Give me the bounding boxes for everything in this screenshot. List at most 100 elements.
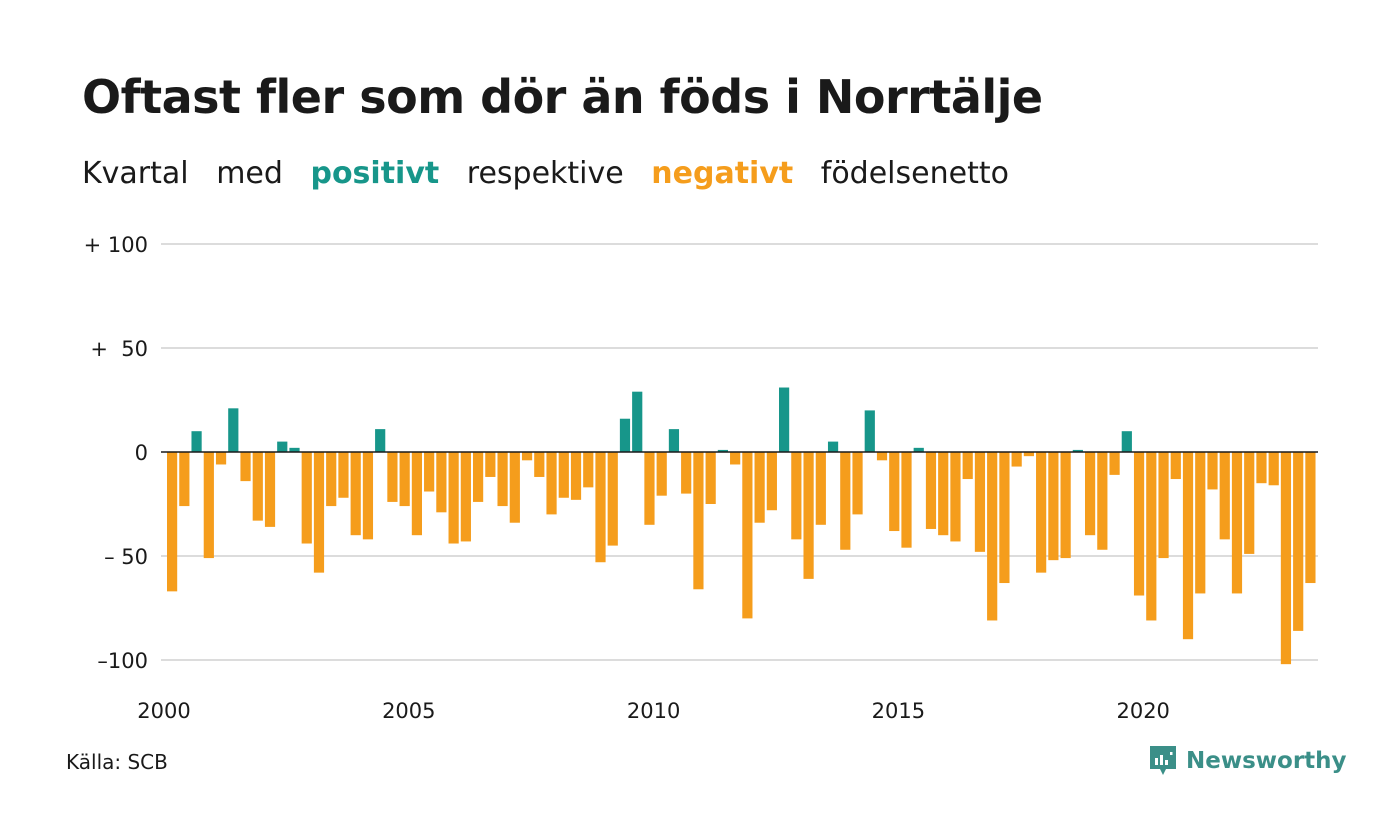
bar-positive bbox=[864, 410, 875, 452]
bar-negative bbox=[570, 452, 582, 500]
bar-negative bbox=[338, 452, 349, 498]
newsworthy-logo-icon bbox=[1150, 746, 1176, 775]
bar-negative bbox=[485, 452, 496, 477]
bar-positive bbox=[228, 408, 239, 452]
chart-subtitle: Kvartal med positivt respektive negativt… bbox=[82, 156, 1027, 191]
bar-negative bbox=[1195, 452, 1206, 594]
bar-negative bbox=[1085, 452, 1096, 536]
bar-negative bbox=[987, 452, 998, 621]
bar-negative bbox=[889, 452, 900, 532]
bar-negative bbox=[546, 452, 557, 515]
x-tick-label: 2000 bbox=[137, 699, 190, 723]
y-tick-label: 0 bbox=[135, 441, 148, 465]
bar-negative bbox=[791, 452, 802, 540]
bar-negative bbox=[974, 452, 986, 552]
y-tick-label: –100 bbox=[97, 649, 148, 673]
bar-positive bbox=[668, 429, 680, 452]
bar-negative bbox=[962, 452, 973, 480]
bar-negative bbox=[681, 452, 692, 494]
bar-negative bbox=[1268, 452, 1279, 486]
x-tick-label: 2010 bbox=[627, 699, 680, 723]
y-tick-label: – 50 bbox=[104, 545, 148, 569]
bar-negative bbox=[264, 452, 276, 527]
bar-negative bbox=[240, 452, 251, 482]
bar-negative bbox=[1305, 452, 1316, 584]
x-tick-label: 2005 bbox=[382, 699, 435, 723]
bar-positive bbox=[375, 429, 386, 452]
bar-negative bbox=[460, 452, 471, 542]
y-tick-label: + 100 bbox=[84, 233, 148, 257]
bar-negative bbox=[473, 452, 484, 502]
bar-negative bbox=[534, 452, 545, 477]
bar-negative bbox=[705, 452, 716, 504]
source-note: Källa: SCB bbox=[66, 750, 168, 774]
subtitle-positive-label: positivt bbox=[310, 156, 440, 191]
bar-negative bbox=[656, 452, 667, 496]
bar-negative bbox=[950, 452, 961, 542]
bar-negative bbox=[301, 452, 312, 544]
newsworthy-logo: Newsworthy bbox=[1148, 744, 1347, 778]
bar-negative bbox=[1280, 452, 1292, 665]
bar-negative bbox=[399, 452, 410, 507]
bar-negative bbox=[803, 452, 814, 579]
bar-negative bbox=[766, 452, 777, 511]
subtitle-word-respektive: respektive bbox=[466, 156, 624, 191]
bar-negative bbox=[362, 452, 374, 540]
bar-negative bbox=[448, 452, 459, 544]
bar-negative bbox=[1060, 452, 1071, 559]
bar-negative bbox=[1023, 452, 1034, 457]
bar-negative bbox=[754, 452, 765, 523]
bar-negative bbox=[326, 452, 337, 507]
bar-negative bbox=[1048, 452, 1059, 561]
bar-negative bbox=[179, 452, 190, 507]
subtitle-word-fodelsenetto: födelsenetto bbox=[820, 156, 1009, 191]
bar-negative bbox=[1170, 452, 1181, 480]
y-tick-label: + 50 bbox=[90, 337, 148, 361]
bar-negative bbox=[1219, 452, 1230, 540]
bar-negative bbox=[730, 452, 741, 465]
bar-negative bbox=[1109, 452, 1120, 475]
chart-title: Oftast fler som dör än föds i Norrtälje bbox=[82, 70, 1043, 124]
bar-positive bbox=[191, 431, 202, 452]
bar-negative bbox=[1011, 452, 1022, 467]
bar-negative bbox=[901, 452, 912, 548]
subtitle-negative-label: negativt bbox=[651, 156, 794, 191]
bar-negative bbox=[1158, 452, 1169, 559]
bar-negative bbox=[583, 452, 594, 488]
bar-negative bbox=[925, 452, 937, 529]
bar-negative bbox=[644, 452, 655, 525]
bar-negative bbox=[558, 452, 569, 498]
bar-negative bbox=[1293, 452, 1304, 631]
bar-negative bbox=[411, 452, 422, 536]
bar-negative bbox=[1256, 452, 1267, 484]
subtitle-word-kvartal: Kvartal bbox=[82, 156, 189, 191]
bar-negative bbox=[815, 452, 826, 525]
bar-negative bbox=[1146, 452, 1157, 621]
bar-negative bbox=[938, 452, 949, 536]
bar-positive bbox=[1121, 431, 1132, 452]
newsworthy-logo-text: Newsworthy bbox=[1186, 748, 1347, 774]
bar-negative bbox=[1182, 452, 1194, 640]
bar-negative bbox=[852, 452, 863, 515]
bar-positive bbox=[289, 447, 300, 452]
subtitle-word-med: med bbox=[216, 156, 283, 191]
bar-negative bbox=[167, 452, 178, 592]
bar-negative bbox=[203, 452, 214, 559]
bar-positive bbox=[632, 391, 643, 452]
bar-positive bbox=[277, 441, 288, 452]
bar-positive bbox=[717, 449, 728, 452]
bar-positive bbox=[827, 441, 839, 452]
bar-negative bbox=[595, 452, 606, 563]
bar-negative bbox=[1231, 452, 1243, 594]
bar-negative bbox=[509, 452, 520, 523]
x-tick-label: 2020 bbox=[1116, 699, 1169, 723]
bar-negative bbox=[215, 452, 227, 465]
bar-negative bbox=[252, 452, 263, 521]
bar-positive bbox=[619, 418, 631, 452]
bar-negative bbox=[693, 452, 704, 590]
bar-positive bbox=[779, 387, 790, 452]
bar-negative bbox=[840, 452, 851, 550]
bar-negative bbox=[424, 452, 435, 492]
bar-negative bbox=[1097, 452, 1108, 550]
